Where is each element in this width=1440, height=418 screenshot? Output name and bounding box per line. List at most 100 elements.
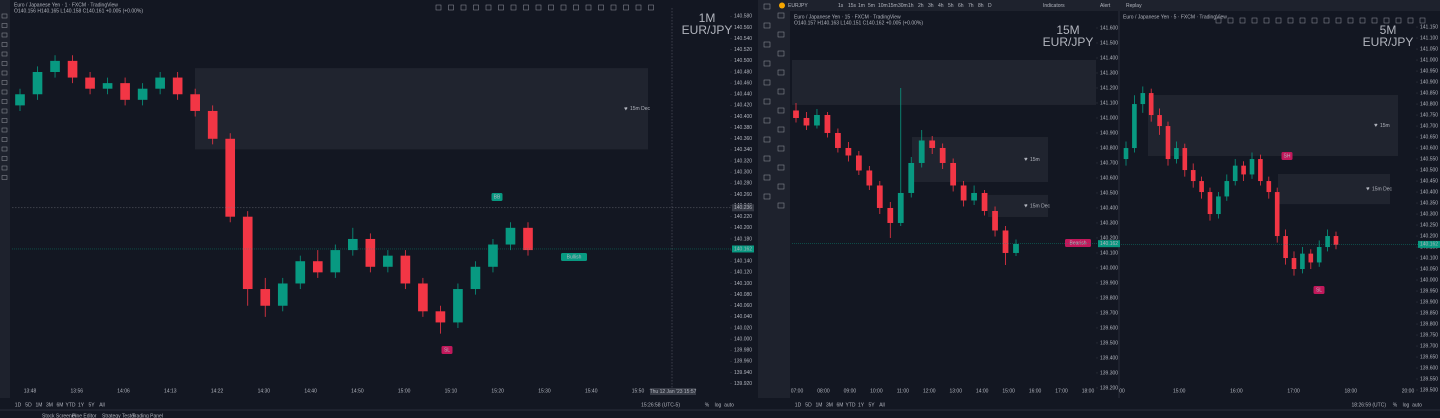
drawing-tool[interactable] [1335, 17, 1342, 24]
tool-icon[interactable] [777, 183, 785, 190]
range-button[interactable]: 1D [15, 402, 22, 408]
scale-button[interactable]: % [1393, 402, 1398, 408]
interval-button[interactable]: 1m [858, 3, 865, 9]
drawing-tool[interactable] [598, 4, 604, 11]
tool-icon[interactable] [1, 118, 8, 123]
tool-icon[interactable] [1, 80, 8, 85]
range-button[interactable]: 3M [826, 402, 833, 408]
interval-button[interactable]: D [988, 3, 992, 9]
tool-icon[interactable] [1, 156, 8, 161]
tool-icon[interactable] [763, 155, 771, 162]
range-button[interactable]: 1D [795, 402, 802, 408]
drawing-tool[interactable] [635, 4, 642, 11]
drawing-tool[interactable] [1359, 17, 1366, 24]
tool-icon[interactable] [763, 41, 771, 48]
indicators-button[interactable]: Indicators [1043, 3, 1065, 9]
tool-icon[interactable] [763, 136, 771, 143]
tool-icon[interactable] [1, 51, 8, 57]
drawing-tool[interactable] [548, 4, 554, 11]
range-button[interactable]: YTD [66, 402, 76, 408]
drawing-tool[interactable] [1275, 17, 1282, 24]
drawing-tool[interactable] [473, 4, 479, 11]
bottom-tab[interactable]: Strategy Tester [102, 413, 136, 418]
tool-icon[interactable] [763, 3, 771, 10]
tool-icon[interactable] [777, 164, 785, 171]
tool-icon[interactable] [777, 69, 785, 76]
tool-icon[interactable] [1, 165, 8, 171]
tool-icon[interactable] [777, 31, 785, 38]
drawing-tool[interactable] [1251, 17, 1258, 24]
interval-button[interactable]: 10m [878, 3, 888, 9]
tool-icon[interactable] [777, 107, 785, 114]
drawing-tool[interactable] [648, 4, 654, 11]
drawing-tool[interactable] [1407, 17, 1414, 24]
interval-button[interactable]: 15m [888, 3, 898, 9]
alert-button[interactable]: Alert [1100, 3, 1111, 9]
interval-button[interactable]: 1h [908, 3, 914, 9]
drawing-tool[interactable] [1263, 17, 1270, 24]
drawing-tool[interactable] [523, 4, 529, 11]
tool-icon[interactable] [763, 98, 771, 105]
bottom-tab[interactable]: Trading Panel [132, 413, 163, 418]
interval-button[interactable]: 5h [948, 3, 954, 9]
tool-icon[interactable] [1, 13, 8, 19]
tool-icon[interactable] [763, 174, 771, 181]
drawing-tool[interactable] [535, 4, 542, 11]
scale-button[interactable]: log [715, 402, 722, 408]
range-button[interactable]: 5Y [868, 402, 875, 408]
tool-icon[interactable] [1, 32, 8, 38]
tool-icon[interactable] [777, 50, 785, 57]
scale-button[interactable]: auto [1412, 402, 1422, 408]
drawing-tool[interactable] [498, 4, 504, 11]
tool-icon[interactable] [1, 23, 8, 28]
drawing-tool[interactable] [1239, 17, 1246, 24]
drawing-tool[interactable] [1383, 17, 1390, 24]
range-button[interactable]: YTD [846, 402, 856, 408]
interval-button[interactable]: 2h [918, 3, 924, 9]
tool-icon[interactable] [777, 126, 785, 133]
tool-icon[interactable] [1, 127, 8, 133]
tool-icon[interactable] [763, 117, 771, 124]
range-button[interactable]: All [99, 402, 105, 408]
bottom-tab[interactable]: Pine Editor [72, 413, 97, 418]
drawing-tool[interactable] [510, 4, 517, 11]
interval-button[interactable]: 6h [958, 3, 964, 9]
tool-icon[interactable] [1, 89, 8, 95]
tool-icon[interactable] [1, 99, 8, 104]
tool-icon[interactable] [1, 61, 8, 66]
tool-icon[interactable] [777, 145, 785, 152]
range-button[interactable]: 1Y [78, 402, 85, 408]
drawing-tool[interactable] [1371, 17, 1378, 24]
tool-icon[interactable] [1, 42, 8, 47]
interval-button[interactable]: 30m [898, 3, 908, 9]
tool-icon[interactable] [777, 88, 785, 95]
drawing-tool[interactable] [610, 4, 617, 11]
range-button[interactable]: 1M [816, 402, 823, 408]
drawing-tool[interactable] [560, 4, 567, 11]
tool-icon[interactable] [1, 137, 8, 142]
drawing-tool[interactable] [1311, 17, 1318, 24]
drawing-tool[interactable] [448, 4, 454, 11]
drawing-tool[interactable] [1323, 17, 1330, 24]
drawing-tool[interactable] [1347, 17, 1354, 24]
drawing-tool[interactable] [623, 4, 629, 11]
interval-button[interactable]: 3h [928, 3, 934, 9]
interval-button[interactable]: 8h [978, 3, 984, 9]
interval-button[interactable]: 5m [868, 3, 875, 9]
drawing-tool[interactable] [585, 4, 592, 11]
drawing-tool[interactable] [1395, 17, 1402, 24]
tool-icon[interactable] [1, 146, 8, 152]
tool-icon[interactable] [763, 22, 771, 29]
range-button[interactable]: 6M [837, 402, 844, 408]
tool-icon[interactable] [1, 70, 8, 76]
scale-button[interactable]: auto [724, 402, 734, 408]
interval-button[interactable]: 15s [848, 3, 857, 9]
scale-button[interactable]: % [705, 402, 710, 408]
tool-icon[interactable] [777, 202, 785, 209]
drawing-tool[interactable] [1227, 17, 1234, 24]
tool-icon[interactable] [1, 175, 8, 180]
drawing-tool[interactable] [485, 4, 492, 11]
replay-button[interactable]: Replay [1126, 3, 1142, 9]
tool-icon[interactable] [777, 12, 785, 19]
tool-icon[interactable] [763, 193, 771, 200]
